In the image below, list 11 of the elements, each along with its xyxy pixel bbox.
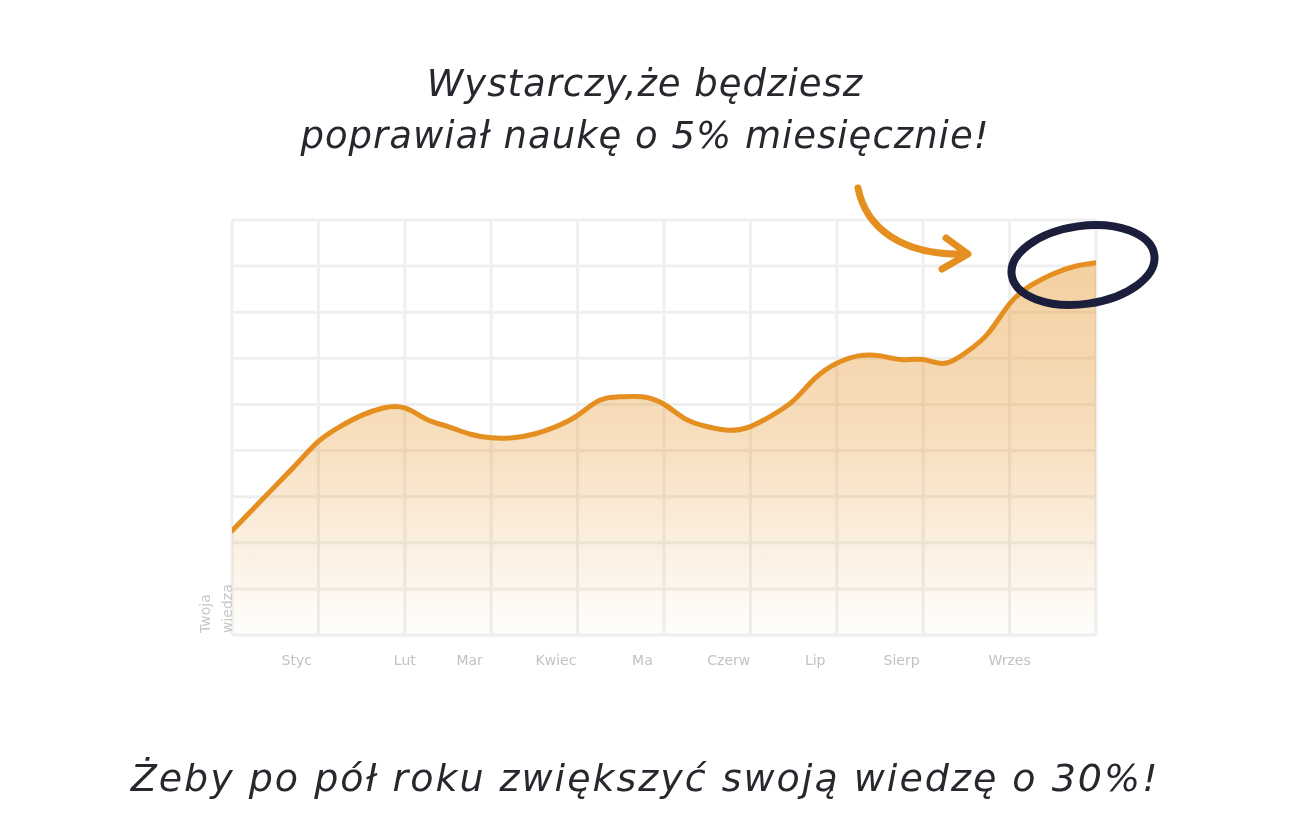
x-tick-label: Lut bbox=[393, 651, 417, 668]
text: Żeby po pół roku zwiększyć swoją wiedzę o 30%! bbox=[129, 755, 1161, 802]
x-tick-label: Sierp bbox=[883, 651, 920, 668]
x-tick-label: Mar bbox=[456, 651, 484, 668]
x-tick-label: Wrzes bbox=[988, 651, 1031, 668]
x-tick-label: Kwiec bbox=[535, 651, 577, 668]
x-tick-label: Czerw bbox=[707, 651, 751, 668]
x-tick-label: Styc bbox=[281, 651, 312, 668]
x-tick-label: Lip bbox=[804, 651, 826, 668]
x-tick-label: Ma bbox=[632, 651, 653, 668]
chart-title: Wystarczy,że będziesz poprawiał naukę o 5% miesięcznie! bbox=[299, 61, 991, 159]
